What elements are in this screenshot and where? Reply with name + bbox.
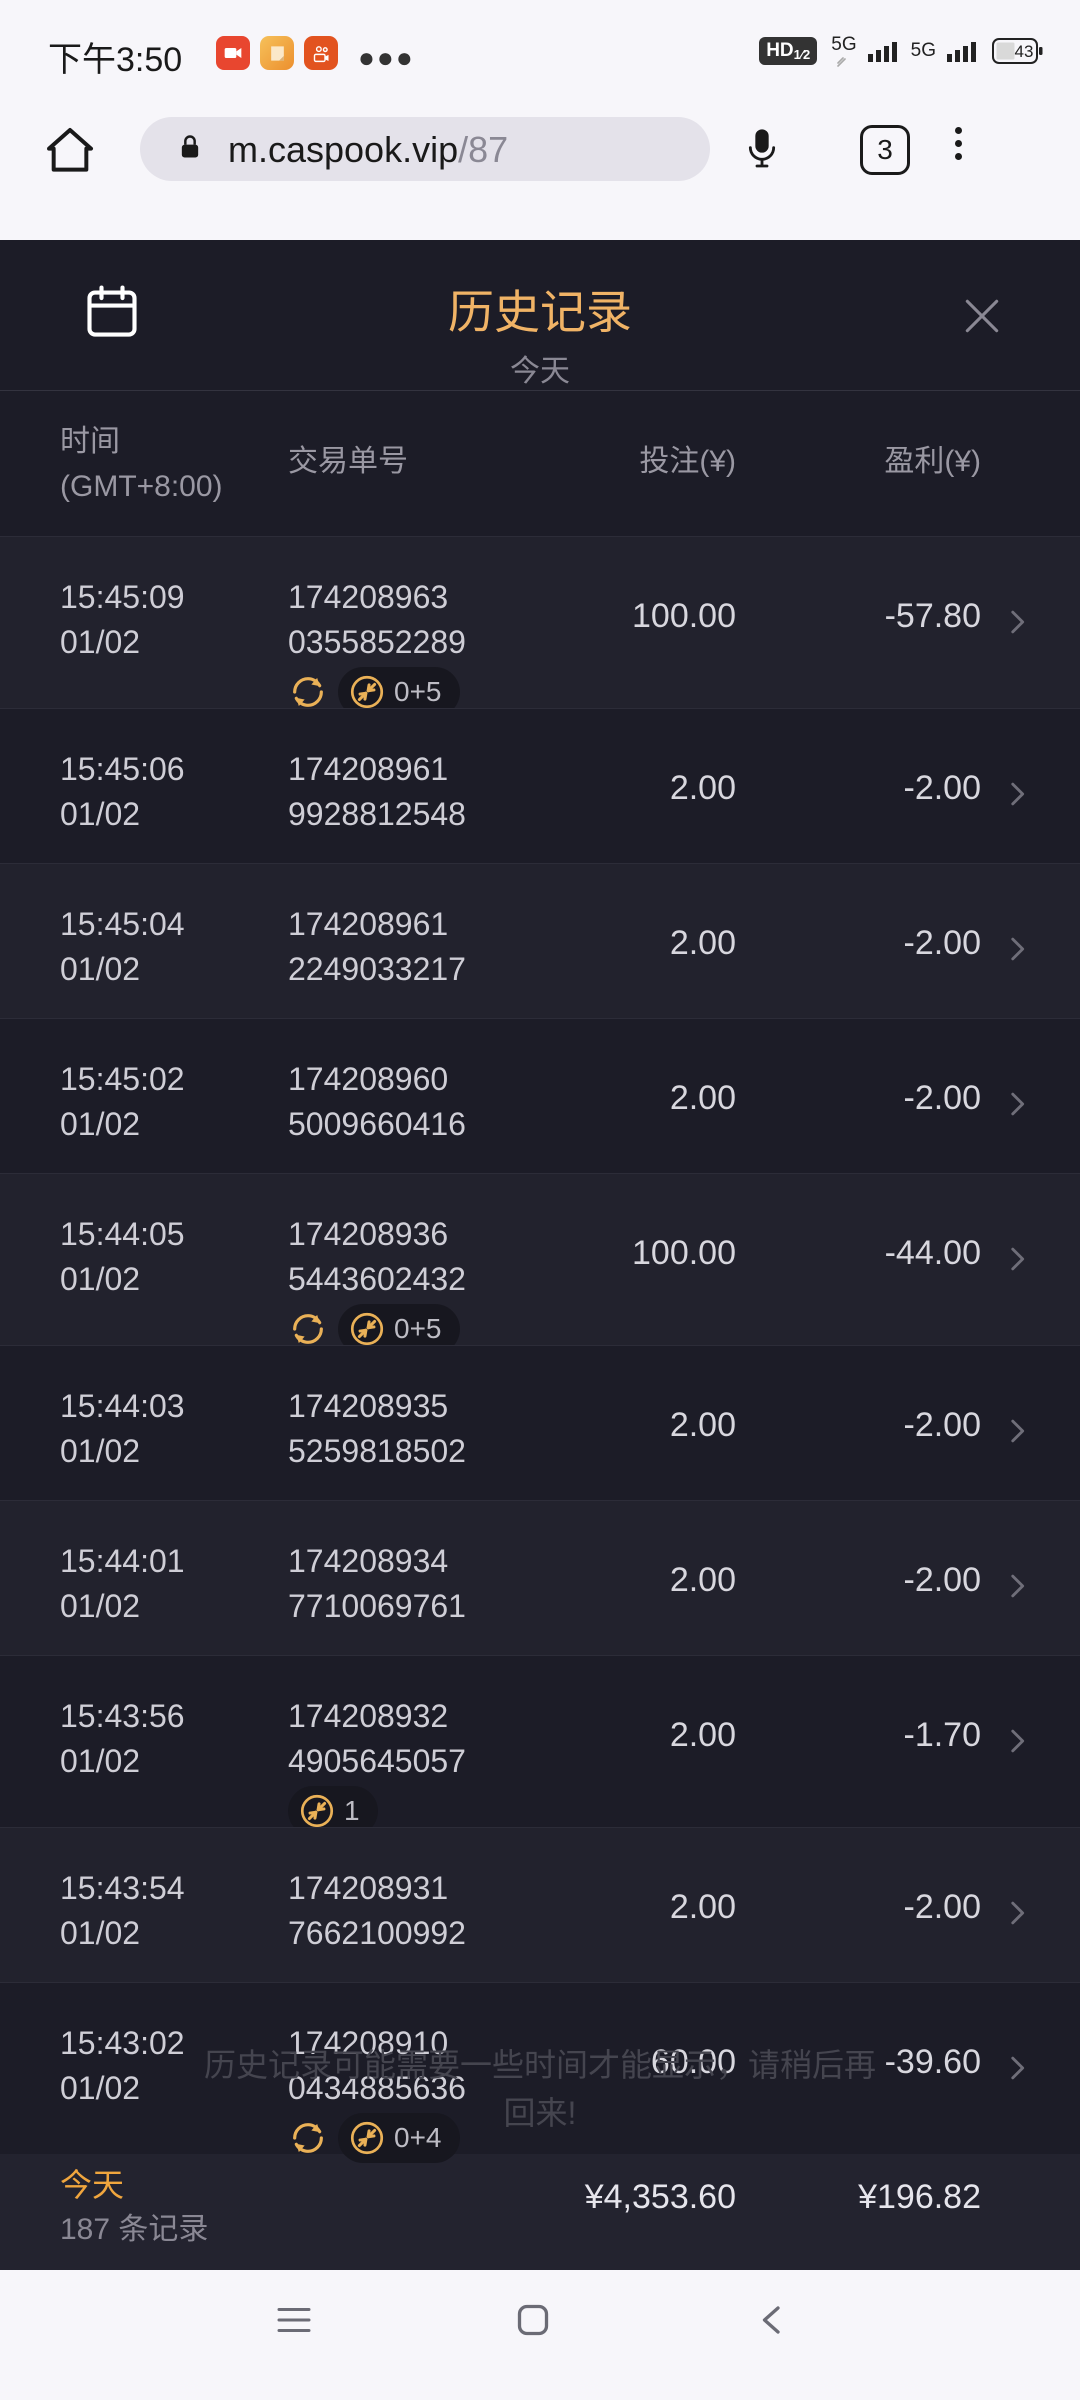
svg-text:43: 43 [1015,42,1034,61]
